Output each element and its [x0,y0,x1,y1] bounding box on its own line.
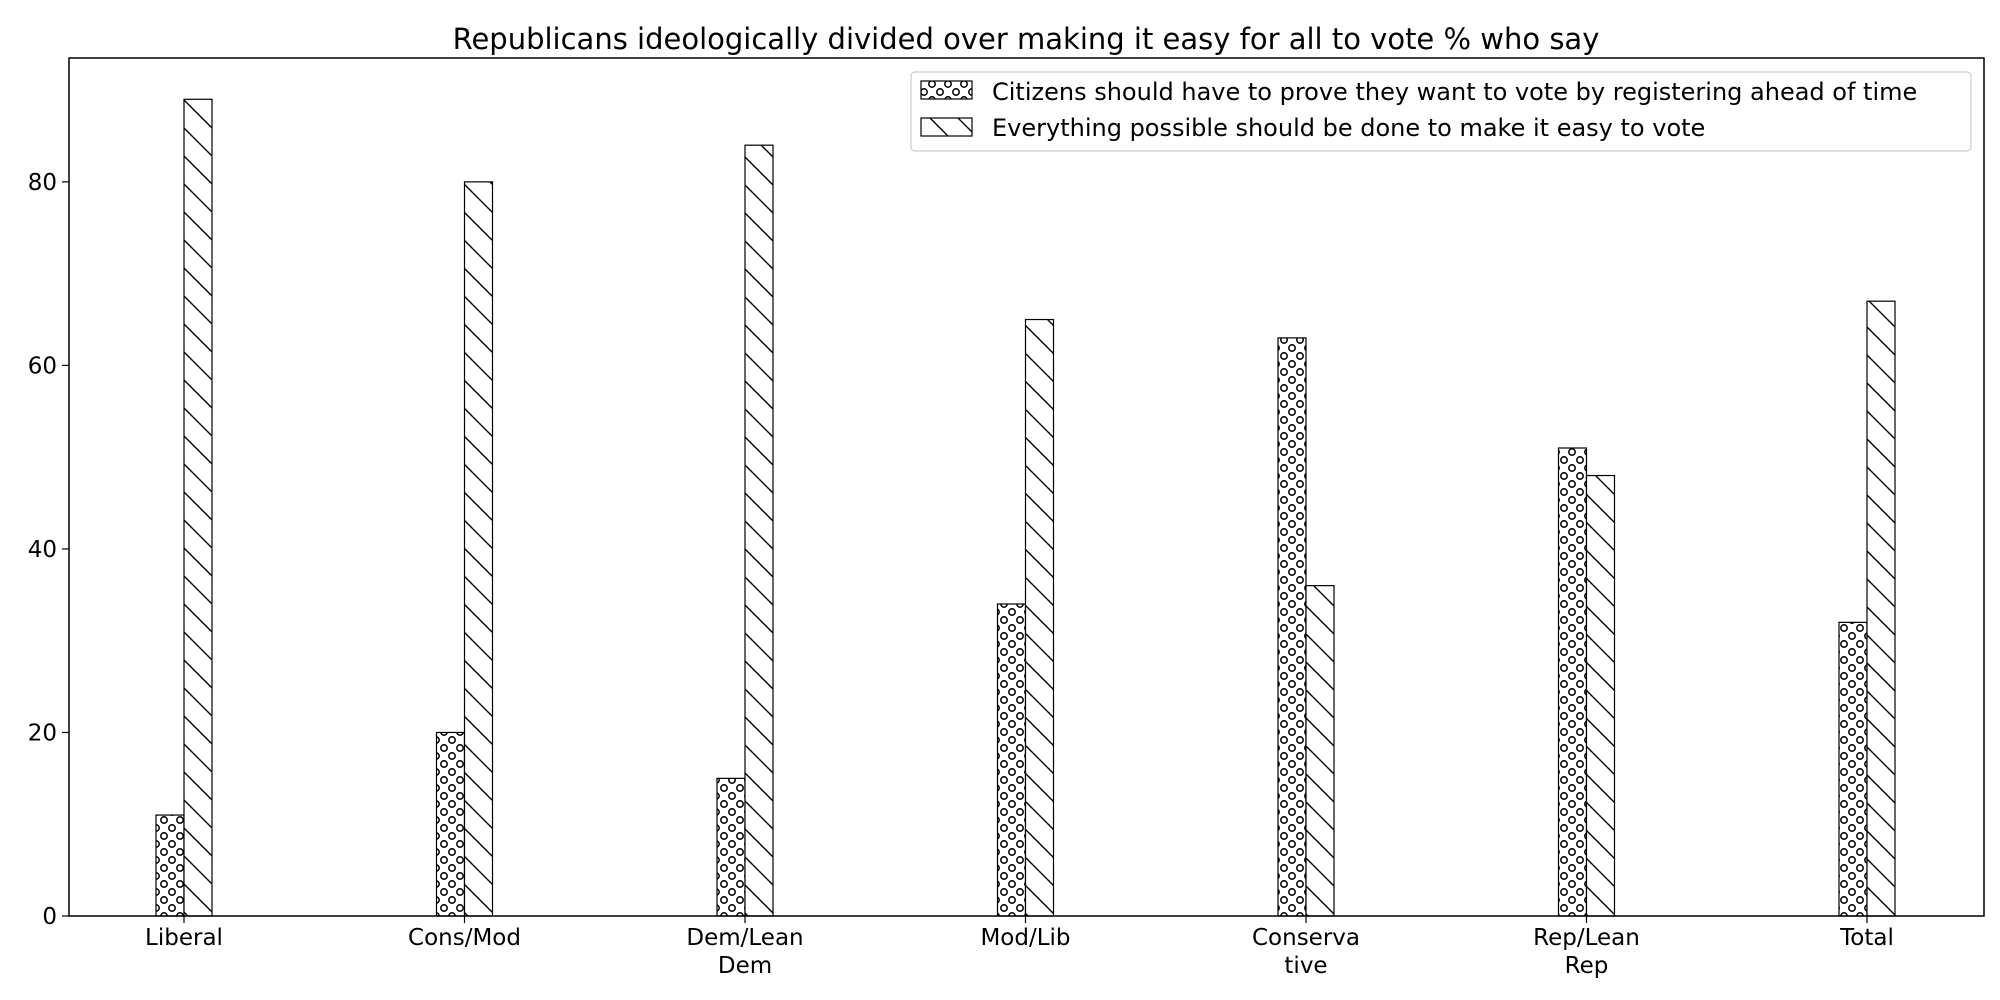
bar-easy-vote-0 [183,98,213,917]
chart-title: Republicans ideologically divided over m… [453,22,1600,56]
bar-registration-1 [435,731,466,917]
bar-registration-4 [1277,337,1307,917]
legend-label-registration: Citizens should have to prove they want … [992,78,1917,106]
y-tick-label: 60 [28,353,57,379]
bar-easy-vote-5 [1585,474,1616,917]
y-tick-label: 80 [28,170,57,196]
x-tick-label: Total [1839,925,1894,951]
x-tick-label: Cons/Mod [408,925,521,951]
x-tick-label: Dem/Lean Dem [686,925,803,979]
bar-easy-vote-3 [1024,318,1055,917]
bar-easy-vote-2 [744,144,774,917]
bar-registration-0 [155,814,185,917]
y-tick-label: 20 [28,720,57,746]
legend-swatch-registration [920,80,973,100]
legend-swatch-easy-vote [920,117,973,137]
bar-easy-vote-1 [463,181,494,917]
bars-layer [155,98,1896,917]
x-tick-label: Conserva tive [1252,925,1360,979]
bar-registration-6 [1838,621,1868,917]
legend-label-easy-vote: Everything possible should be done to ma… [992,114,1705,142]
bar-easy-vote-4 [1305,585,1335,917]
legend: Citizens should have to prove they want … [910,71,1972,152]
y-tick-label: 40 [28,537,57,563]
bar-easy-vote-6 [1866,300,1896,917]
bar-registration-3 [996,603,1027,917]
y-tick-label: 0 [42,904,57,930]
bar-registration-5 [1557,447,1588,917]
bar-registration-2 [716,777,746,917]
x-tick-label: Mod/Lib [980,925,1070,951]
legend-box [910,71,1972,152]
x-tick-label: Rep/Lean Rep [1533,925,1640,979]
x-tick-label: Liberal [145,925,223,951]
plot-area-frame [68,57,1985,917]
axis-ticks: Liberal Cons/Mod Dem/Lean Dem Mod/Lib Conserv… [28,170,1894,979]
